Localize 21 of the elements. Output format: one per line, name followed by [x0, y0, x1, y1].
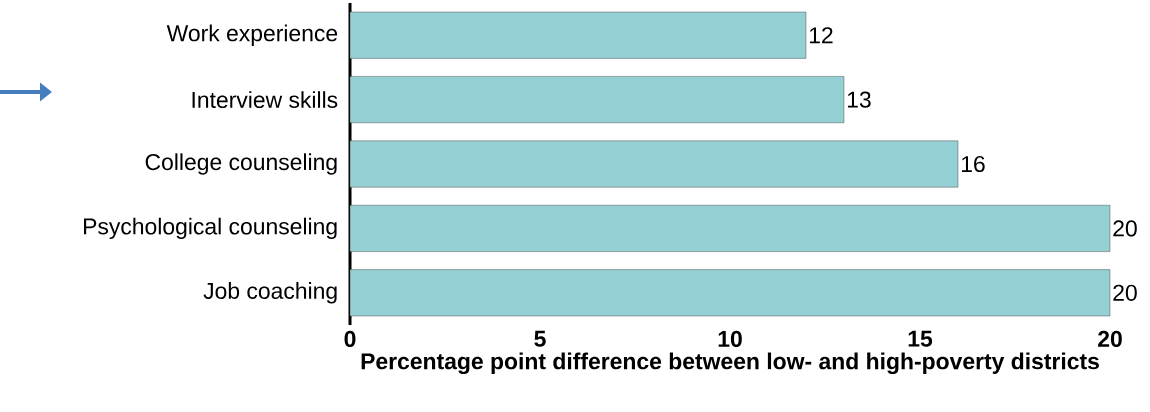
x-tick-label: 20 — [1098, 330, 1122, 348]
bar — [349, 269, 1111, 317]
data-label: 20 — [1113, 284, 1137, 301]
y-tick-label: Psychological counseling — [84, 217, 337, 240]
y-tick-label: Interview skills — [192, 91, 338, 109]
y-tick-label: Work experience — [166, 24, 338, 46]
data-label: 20 — [1113, 220, 1137, 237]
data-label: 16 — [961, 155, 985, 173]
y-tick-label: Job coaching — [203, 282, 337, 304]
bar — [349, 205, 1111, 252]
bar — [349, 76, 845, 123]
x-axis-title: Percentage point difference between low- and high-poverty districts — [361, 352, 1099, 374]
bar — [349, 140, 959, 188]
bar — [349, 11, 807, 59]
y-tick-label: College counseling — [145, 153, 337, 175]
x-tick-label: 15 — [908, 330, 933, 347]
data-label: 13 — [847, 91, 871, 108]
data-label: 12 — [809, 27, 833, 44]
x-tick-label: 5 — [534, 330, 546, 347]
x-tick-label: 0 — [344, 330, 356, 348]
x-tick-label: 10 — [718, 330, 742, 348]
